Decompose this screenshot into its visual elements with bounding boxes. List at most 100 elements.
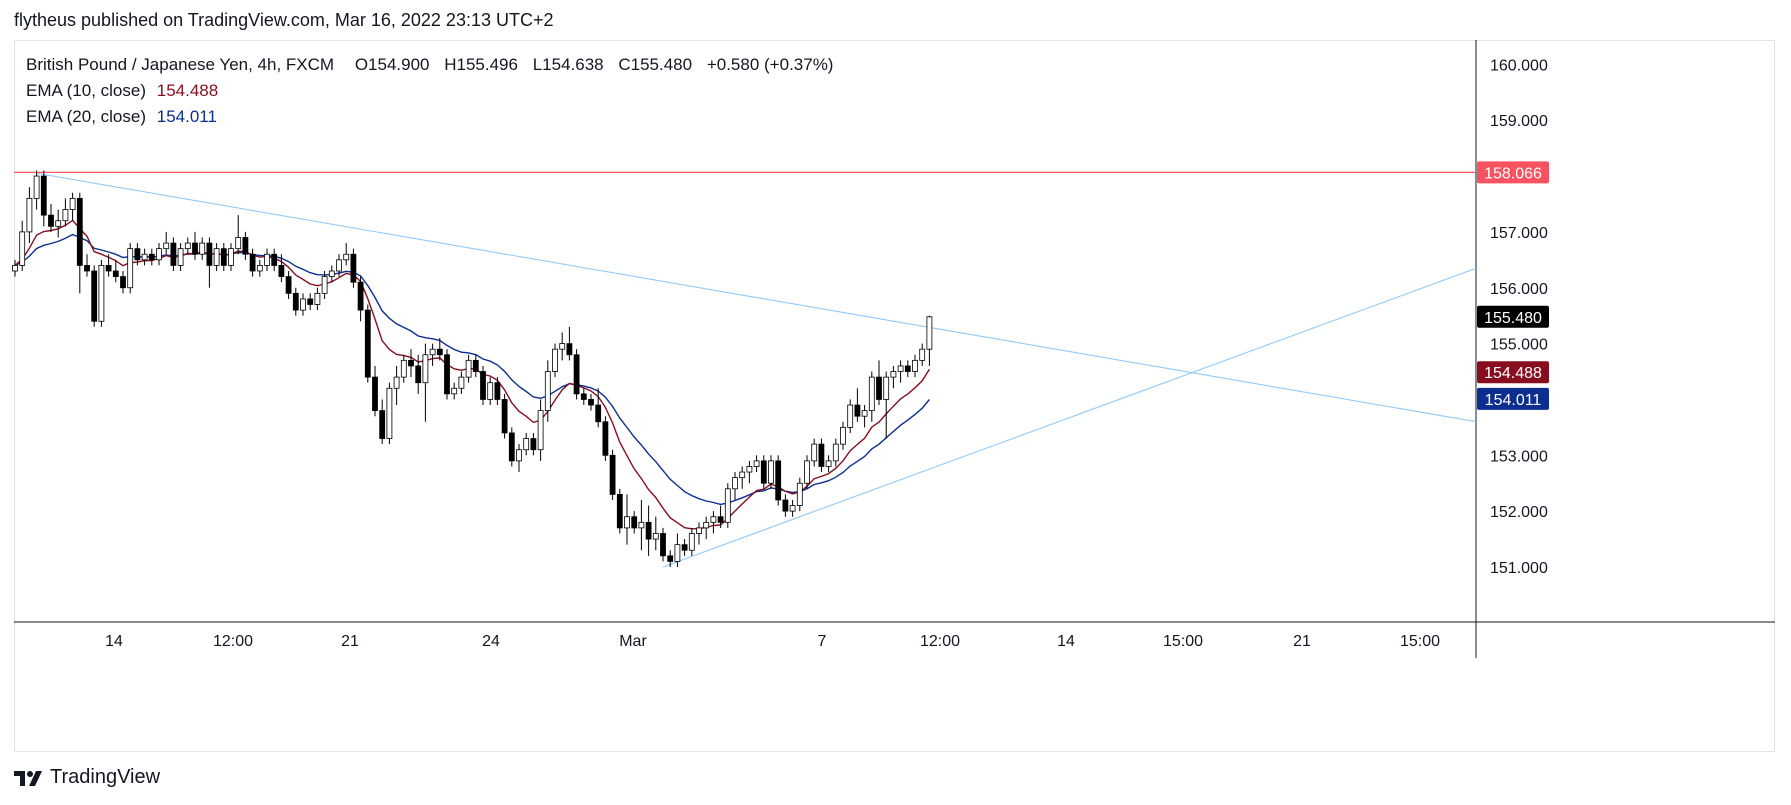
candle-body[interactable] (91, 270, 98, 322)
candle-body[interactable] (501, 399, 508, 434)
symbol-title[interactable]: British Pound / Japanese Yen, 4h, FXCM (26, 55, 335, 74)
candle-body[interactable] (451, 387, 458, 395)
candle-body[interactable] (811, 443, 818, 462)
candle-body[interactable] (804, 460, 810, 484)
candle-body[interactable] (163, 242, 170, 250)
candle-body[interactable] (112, 270, 119, 277)
candle-body[interactable] (285, 276, 292, 294)
candle-body[interactable] (595, 404, 602, 423)
candle-body[interactable] (458, 376, 465, 389)
candle-body[interactable] (487, 382, 494, 400)
candle-body[interactable] (523, 438, 530, 451)
candle-body[interactable] (559, 343, 566, 350)
candle-body[interactable] (681, 544, 688, 551)
candle-body[interactable] (652, 533, 659, 540)
candle-body[interactable] (256, 265, 263, 272)
candle-body[interactable] (602, 421, 609, 456)
candle-body[interactable] (782, 499, 789, 512)
candle-body[interactable] (624, 516, 630, 529)
candle-body[interactable] (688, 533, 695, 551)
candle-body[interactable] (184, 242, 191, 250)
candle-body[interactable] (40, 175, 47, 216)
candle-body[interactable] (307, 298, 314, 305)
candle-body[interactable] (696, 527, 702, 534)
candle-body[interactable] (372, 376, 378, 412)
candle-body[interactable] (667, 555, 674, 562)
candle-body[interactable] (796, 482, 803, 506)
candle-body[interactable] (904, 365, 911, 372)
candle-body[interactable] (876, 376, 882, 400)
candle-body[interactable] (760, 460, 767, 484)
candle-body[interactable] (264, 253, 270, 266)
candle-body[interactable] (717, 516, 724, 523)
candle-body[interactable] (818, 443, 825, 467)
candle-body[interactable] (141, 253, 148, 261)
candle-body[interactable] (278, 265, 285, 277)
candle-body[interactable] (516, 449, 522, 462)
candle-body[interactable] (825, 460, 832, 467)
candle-body[interactable] (336, 259, 342, 272)
candle-body[interactable] (400, 359, 407, 378)
candle-body[interactable] (552, 348, 558, 372)
candle-body[interactable] (616, 493, 623, 529)
candle-body[interactable] (415, 365, 422, 384)
candle-body[interactable] (429, 348, 436, 356)
candle-body[interactable] (170, 242, 177, 266)
candle-body[interactable] (919, 348, 926, 361)
candle-body[interactable] (379, 410, 386, 439)
candle-body[interactable] (775, 460, 782, 501)
candle-body[interactable] (33, 175, 40, 199)
candle-body[interactable] (703, 521, 710, 529)
candle-body[interactable] (120, 276, 126, 289)
candle-body[interactable] (76, 197, 83, 266)
candle-body[interactable] (26, 197, 33, 233)
candle-body[interactable] (105, 265, 112, 272)
candle-body[interactable] (890, 371, 897, 378)
candle-body[interactable] (249, 253, 256, 272)
candle-body[interactable] (300, 298, 306, 311)
candle-body[interactable] (127, 248, 134, 289)
candle-body[interactable] (192, 242, 198, 255)
candle-body[interactable] (840, 426, 846, 445)
candle-body[interactable] (55, 220, 62, 227)
candle-body[interactable] (674, 544, 681, 562)
candle-body[interactable] (422, 354, 429, 384)
candle-body[interactable] (645, 521, 652, 540)
candle-body[interactable] (321, 276, 328, 294)
candle-body[interactable] (739, 471, 746, 479)
candle-body[interactable] (832, 443, 839, 462)
candle-body[interactable] (328, 270, 335, 277)
candle-body[interactable] (98, 265, 105, 322)
candle-body[interactable] (393, 376, 400, 389)
candle-body[interactable] (854, 404, 861, 417)
candle-body[interactable] (465, 359, 472, 378)
candle-body[interactable] (573, 354, 580, 395)
candle-body[interactable] (480, 371, 486, 400)
candle-body[interactable] (847, 404, 854, 428)
candle-body[interactable] (710, 516, 717, 523)
tradingview-brand[interactable]: TradingView (14, 766, 160, 789)
candle-body[interactable] (660, 533, 666, 557)
candle-body[interactable] (386, 387, 393, 439)
candle-body[interactable] (883, 376, 890, 400)
candle-body[interactable] (62, 209, 69, 222)
candle-body[interactable] (768, 460, 774, 484)
candle-body[interactable] (271, 253, 278, 266)
candle-body[interactable] (19, 231, 26, 266)
candle-body[interactable] (897, 365, 904, 372)
candle-body[interactable] (48, 214, 54, 227)
candle-body[interactable] (134, 248, 141, 261)
candle-body[interactable] (508, 432, 515, 462)
ema20-row[interactable]: EMA (20, close) 154.011 (26, 104, 833, 130)
candle-body[interactable] (314, 292, 321, 305)
candle-body[interactable] (12, 265, 18, 272)
candle-body[interactable] (912, 359, 918, 372)
candle-body[interactable] (746, 466, 753, 473)
candle-body[interactable] (724, 488, 731, 523)
trendline-ascending[interactable] (662, 267, 1477, 568)
candle-body[interactable] (789, 505, 796, 512)
candle-body[interactable] (566, 343, 573, 356)
candle-body[interactable] (220, 248, 227, 266)
candle-body[interactable] (861, 410, 868, 417)
